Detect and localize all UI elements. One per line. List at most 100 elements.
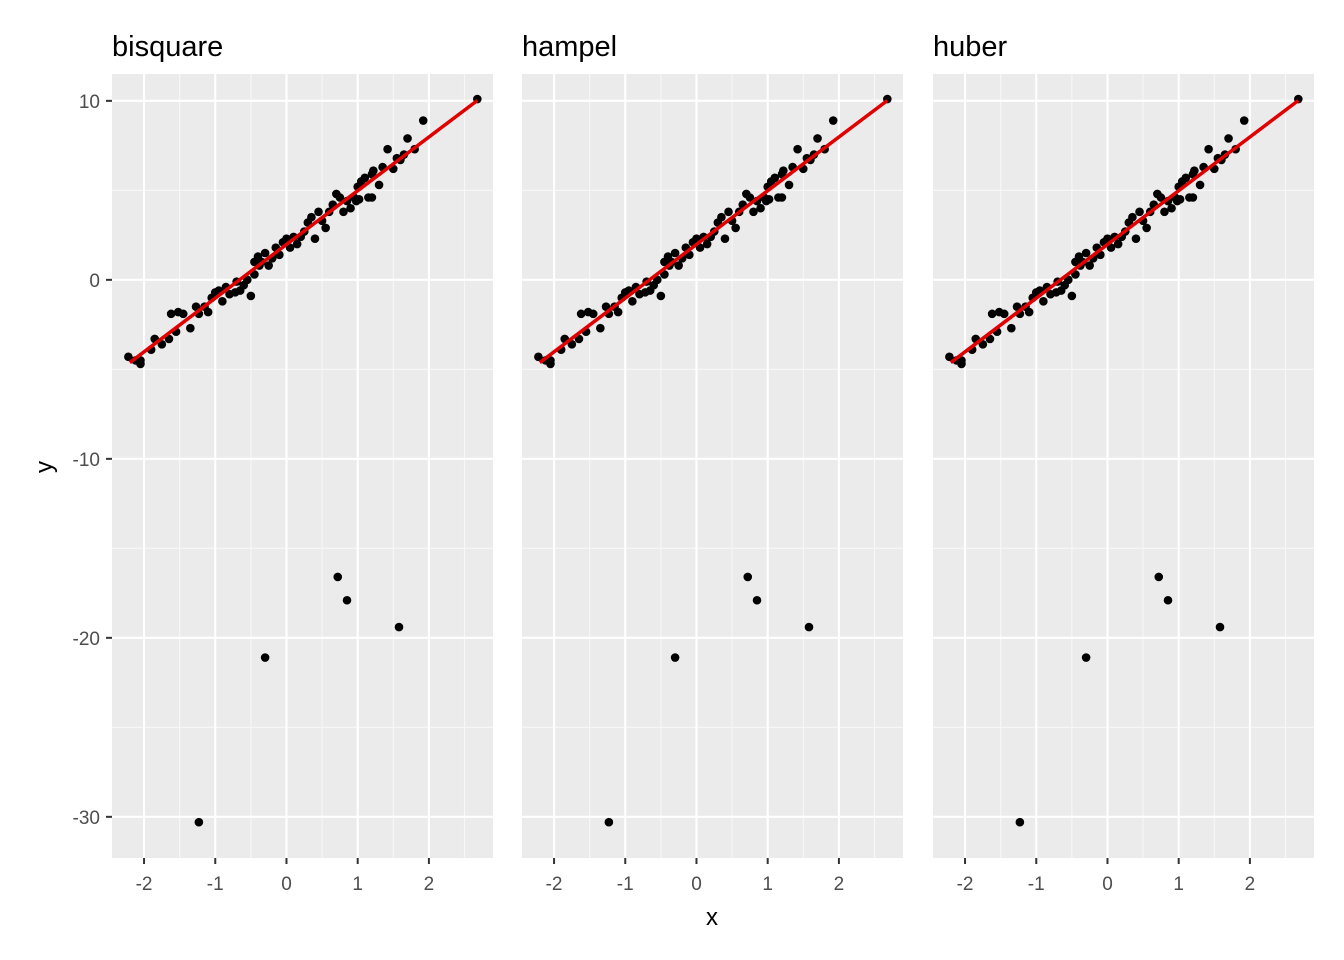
data-point: [1015, 817, 1025, 827]
data-point: [1039, 297, 1048, 306]
data-point: [1163, 595, 1173, 605]
data-point: [250, 257, 259, 267]
y-tick-label: 0: [89, 271, 100, 292]
data-point: [1024, 307, 1034, 317]
data-point: [702, 239, 712, 249]
data-point: [218, 297, 227, 306]
y-tick-label: -20: [73, 629, 100, 650]
data-point: [1156, 193, 1166, 202]
y-axis: 10 0 -10 -20 -30: [73, 92, 112, 829]
facet-panel-hampel: hampel -2 -1 0 1 2: [522, 31, 903, 895]
data-point: [743, 572, 753, 582]
data-point: [596, 323, 605, 333]
data-point: [534, 352, 543, 362]
data-point: [310, 234, 320, 243]
data-point: [987, 309, 997, 319]
data-point: [351, 196, 361, 206]
data-point: [1007, 323, 1016, 333]
x-tick-label: -2: [136, 874, 153, 895]
data-point: [418, 116, 428, 125]
x-tick-label: 0: [281, 874, 292, 895]
panel-title-huber: huber: [933, 31, 1008, 63]
data-point: [1215, 622, 1225, 632]
data-point: [628, 297, 637, 306]
data-point: [367, 193, 377, 202]
data-point: [1167, 203, 1176, 213]
data-point: [339, 207, 348, 217]
x-tick-label: -2: [957, 874, 974, 895]
data-point: [383, 144, 392, 154]
data-point: [1067, 291, 1077, 301]
data-point: [321, 223, 330, 233]
data-point: [1071, 257, 1080, 267]
y-tick-label: -30: [73, 808, 100, 829]
x-tick-label: 1: [762, 874, 773, 895]
panel-title-bisquare: bisquare: [112, 31, 223, 63]
data-point: [369, 166, 378, 175]
data-point: [264, 261, 273, 270]
data-point: [1224, 134, 1233, 143]
data-point: [670, 653, 680, 662]
data-point: [1239, 116, 1249, 125]
data-point: [731, 223, 740, 233]
data-point: [752, 595, 762, 605]
data-point: [124, 352, 133, 362]
data-point: [670, 248, 680, 258]
data-point: [999, 309, 1009, 319]
data-point: [403, 134, 412, 143]
data-point: [1113, 239, 1123, 249]
data-point: [1204, 144, 1213, 154]
data-point: [394, 622, 404, 632]
data-point: [777, 193, 787, 202]
data-point: [749, 207, 758, 217]
data-point: [957, 359, 966, 369]
data-point: [1081, 248, 1091, 258]
fit-line: [128, 99, 479, 364]
data-point: [1172, 196, 1182, 206]
data-point: [1195, 180, 1205, 190]
x-tick-label: -2: [546, 874, 563, 895]
x-tick-label: 0: [1102, 874, 1113, 895]
data-point: [203, 307, 213, 317]
x-tick-label: 1: [1173, 874, 1184, 895]
x-tick-label: -1: [617, 874, 634, 895]
panel-title-hampel: hampel: [522, 31, 617, 63]
data-point: [260, 653, 270, 662]
data-point: [292, 239, 302, 249]
panel-background: [112, 74, 493, 858]
fit-line: [949, 99, 1300, 364]
data-point: [604, 817, 614, 827]
data-point: [186, 323, 195, 333]
data-points: [945, 94, 1303, 827]
data-point: [720, 234, 730, 243]
facet-panel-bisquare: bisquare -2 -1 0 1 2: [112, 31, 493, 895]
data-point: [804, 622, 814, 632]
data-point: [314, 207, 323, 217]
data-point: [576, 309, 586, 319]
data-point: [1081, 653, 1091, 662]
x-tick-label: -1: [1028, 874, 1045, 895]
data-point: [342, 595, 352, 605]
data-point: [1188, 193, 1198, 202]
data-point: [546, 359, 555, 369]
data-point: [1190, 166, 1199, 175]
facet-panel-huber: huber -2 -1 0 1 2: [933, 31, 1314, 895]
data-point: [793, 144, 802, 154]
x-tick-label: 2: [424, 874, 435, 895]
data-point: [770, 173, 780, 183]
data-point: [166, 309, 176, 319]
data-point: [194, 817, 204, 827]
data-point: [745, 193, 755, 202]
data-point: [1085, 261, 1094, 270]
data-point: [674, 261, 683, 270]
data-point: [756, 203, 765, 213]
panel-background: [522, 74, 903, 858]
y-tick-label: -10: [73, 450, 100, 471]
data-point: [813, 134, 822, 143]
data-point: [360, 173, 370, 183]
y-axis-title: y: [31, 461, 58, 473]
data-point: [335, 193, 345, 202]
data-point: [784, 180, 794, 190]
data-point: [724, 207, 733, 217]
